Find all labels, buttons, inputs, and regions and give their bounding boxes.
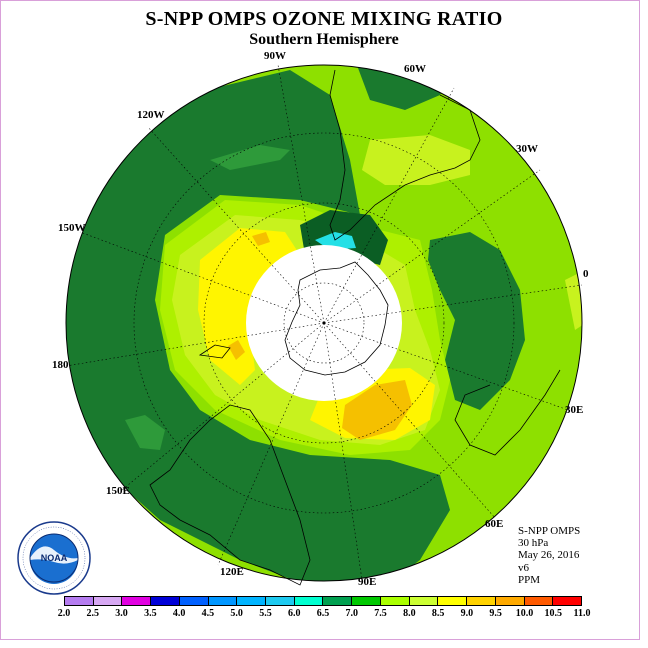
lon-label-120e: 120E bbox=[220, 566, 244, 578]
colorbar-segment bbox=[65, 597, 93, 605]
field-8.0-north bbox=[362, 135, 470, 185]
colorbar-tick-label: 5.5 bbox=[259, 608, 272, 619]
colorbar-tick-label: 9.0 bbox=[460, 608, 474, 619]
map-boundary bbox=[65, 64, 583, 582]
colorbar-tick-label: 2.5 bbox=[86, 608, 100, 619]
noaa-logo-text: NOAA bbox=[41, 553, 68, 563]
antarctica-coast bbox=[284, 261, 389, 376]
colorbar-tick-label: 10.0 bbox=[515, 608, 534, 619]
colorbar-segment bbox=[178, 597, 208, 605]
colorbar-segment bbox=[322, 597, 352, 605]
colorbar-tick-label: 7.0 bbox=[345, 608, 359, 619]
colorbar-segment bbox=[92, 597, 122, 605]
colorbar-segment bbox=[552, 597, 581, 605]
colorbar-tick-label: 4.0 bbox=[172, 608, 186, 619]
south-america-coast bbox=[329, 69, 481, 241]
lon-label-90w: 90W bbox=[264, 50, 286, 62]
lon-label-150w: 150W bbox=[58, 222, 86, 234]
noaa-logo: NOAA bbox=[17, 521, 91, 595]
field-6.5-patch bbox=[210, 145, 290, 170]
colorbar-segment bbox=[265, 597, 294, 605]
lon-label-90e: 90E bbox=[358, 576, 377, 588]
field-9.0-east bbox=[342, 380, 412, 440]
south-pole-marker bbox=[322, 321, 326, 325]
colorbar-ticks: 2.0 2.5 3.0 3.5 4.0 4.5 5.0 5.5 6.0 6.5 7.0 7.5 8.0 8… bbox=[0, 608, 648, 622]
new-zealand-coast bbox=[198, 344, 231, 359]
info-units: PPM bbox=[518, 573, 541, 586]
colorbar-segment bbox=[207, 597, 237, 605]
graticule bbox=[133, 132, 515, 514]
field-9.0-west bbox=[228, 340, 245, 360]
lon-label-60w: 60W bbox=[404, 63, 426, 75]
colorbar-tick-label: 5.0 bbox=[230, 608, 243, 619]
colorbar-tick-label: 8.5 bbox=[431, 608, 445, 619]
colorbar-tick-label: 3.5 bbox=[144, 608, 157, 619]
colorbar-segment bbox=[150, 597, 179, 605]
colorbar-tick-label: 6.5 bbox=[316, 608, 330, 619]
field-6.5-west bbox=[66, 70, 450, 581]
lon-label-150e: 150E bbox=[106, 485, 130, 497]
colorbar-tick-label: 2.0 bbox=[57, 608, 71, 619]
info-block: S-NPP OMPS 30 hPa May 26, 2016 v6 PPM bbox=[518, 525, 580, 586]
meridians bbox=[65, 64, 583, 581]
colorbar-segment bbox=[408, 597, 438, 605]
colorbar-tick-label: 11.0 bbox=[573, 608, 591, 619]
colorbar-segment bbox=[293, 597, 323, 605]
colorbar-tick-label: 9.5 bbox=[489, 608, 502, 619]
info-date: May 26, 2016 bbox=[518, 549, 580, 562]
colorbar-segment bbox=[437, 597, 467, 605]
colorbar-segment bbox=[351, 597, 380, 605]
field-6.5-east bbox=[428, 232, 525, 410]
colorbar-tick-label: 6.0 bbox=[287, 608, 301, 619]
lon-label-180: 180 bbox=[52, 359, 69, 371]
colorbar-segment bbox=[466, 597, 495, 605]
colorbar bbox=[64, 596, 582, 606]
colorbar-tick-label: 8.0 bbox=[403, 608, 416, 619]
colorbar-segment bbox=[379, 597, 409, 605]
colorbar-segment bbox=[523, 597, 553, 605]
colorbar-tick-label: 3.0 bbox=[115, 608, 128, 619]
map-subtitle: Southern Hemisphere bbox=[249, 31, 399, 48]
lon-label-30e: 30E bbox=[565, 404, 584, 416]
info-version: v6 bbox=[518, 561, 529, 574]
lon-label-30w: 30W bbox=[516, 143, 538, 155]
australia-coast bbox=[149, 404, 311, 586]
field-9.0-west2 bbox=[252, 232, 270, 246]
colorbar-segment bbox=[121, 597, 151, 605]
colorbar-segment bbox=[236, 597, 266, 605]
lon-label-120w: 120W bbox=[137, 109, 165, 121]
field-8.0-rim bbox=[565, 270, 582, 330]
info-level: 30 hPa bbox=[518, 537, 549, 550]
map-title: S-NPP OMPS OZONE MIXING RATIO bbox=[145, 8, 503, 30]
africa-coast bbox=[454, 369, 561, 456]
colorbar-tick-label: 7.5 bbox=[374, 608, 387, 619]
colorbar-segment bbox=[494, 597, 524, 605]
field-6.5-patch2 bbox=[125, 415, 165, 450]
info-instrument: S-NPP OMPS bbox=[518, 525, 581, 537]
lon-label-60e: 60E bbox=[485, 518, 504, 530]
lon-label-0: 0 bbox=[583, 268, 589, 280]
plot-frame bbox=[0, 0, 640, 640]
colorbar-tick-label: 10.5 bbox=[544, 608, 562, 619]
colorbar-tick-label: 4.5 bbox=[201, 608, 215, 619]
